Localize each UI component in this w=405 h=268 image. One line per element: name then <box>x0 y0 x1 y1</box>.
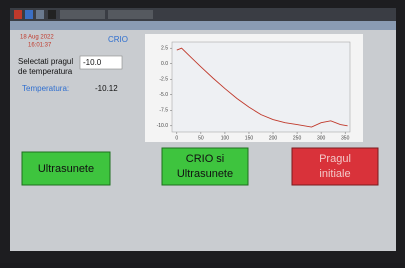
reading-value: -10.12 <box>95 84 118 93</box>
x-tick-label: 50 <box>198 135 204 141</box>
threshold-label: de temperatura <box>18 67 73 76</box>
x-tick-label: 250 <box>293 135 302 141</box>
taskbar-task[interactable] <box>108 10 153 19</box>
y-tick-label: -10.0 <box>157 123 169 129</box>
taskbar-icon[interactable] <box>36 10 44 19</box>
x-tick-label: 150 <box>245 135 254 141</box>
y-tick-label: -5.0 <box>159 92 168 98</box>
taskbar-task[interactable] <box>60 10 105 19</box>
button-label: initiale <box>319 168 350 180</box>
reading-label: Temperatura: <box>22 84 69 93</box>
threshold-input-value: -10.0 <box>83 58 102 67</box>
y-tick-label: 2.5 <box>161 46 168 52</box>
x-tick-label: 200 <box>269 135 278 141</box>
taskbar-icon[interactable] <box>14 10 22 19</box>
y-tick-label: 0.0 <box>161 61 168 67</box>
mode-label: CRIO <box>108 35 128 44</box>
x-tick-label: 300 <box>317 135 326 141</box>
threshold-label: Selectati pragul <box>18 57 73 66</box>
button-label: Ultrasunete <box>177 168 233 180</box>
x-tick-label: 350 <box>341 135 350 141</box>
page: 18 Aug 2022 16:01:37 CRIO Selectati prag… <box>0 0 405 263</box>
plot-area <box>172 42 350 132</box>
button-label: Pragul <box>319 153 351 165</box>
button-label: CRIO si <box>186 153 225 165</box>
x-tick-label: 100 <box>221 135 230 141</box>
screen: 18 Aug 2022 16:01:37 CRIO Selectati prag… <box>0 0 405 263</box>
time: 16:01:37 <box>28 43 52 49</box>
date: 18 Aug 2022 <box>20 35 54 41</box>
taskbar-icon[interactable] <box>25 10 33 19</box>
button-label: Ultrasunete <box>38 163 94 175</box>
taskbar-icon[interactable] <box>48 10 56 19</box>
y-tick-label: -2.5 <box>159 77 168 83</box>
x-tick-label: 0 <box>175 135 178 141</box>
window-titlebar <box>10 21 396 30</box>
y-tick-label: -7.5 <box>159 108 168 114</box>
